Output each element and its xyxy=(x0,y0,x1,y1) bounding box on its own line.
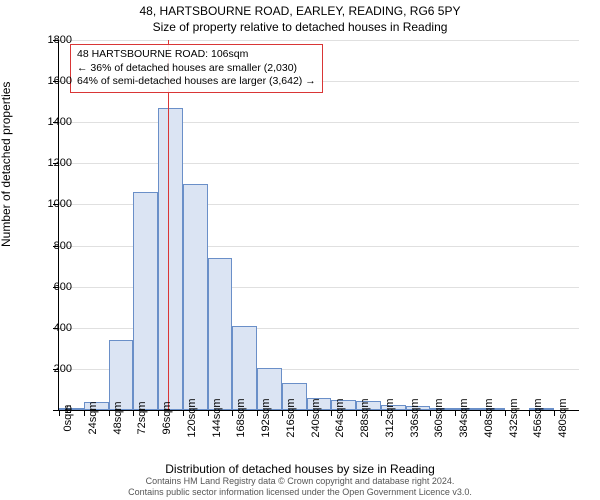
x-tick xyxy=(84,410,85,416)
annotation-box: 48 HARTSBOURNE ROAD: 106sqm← 36% of deta… xyxy=(70,44,323,93)
x-tick xyxy=(183,410,184,416)
x-tick-label: 432sqm xyxy=(508,398,520,437)
histogram-bar xyxy=(158,108,183,410)
x-tick-label: 264sqm xyxy=(334,398,346,437)
x-tick-label: 48sqm xyxy=(112,401,124,434)
histogram-bar xyxy=(183,184,208,410)
x-tick-label: 384sqm xyxy=(458,398,470,437)
y-tick-label: 1600 xyxy=(32,75,72,87)
y-axis-title: Number of detached properties xyxy=(0,207,13,247)
x-tick xyxy=(133,410,134,416)
x-tick-label: 456sqm xyxy=(532,398,544,437)
x-tick xyxy=(109,410,110,416)
histogram-bar xyxy=(109,340,134,410)
x-tick-label: 168sqm xyxy=(235,398,247,437)
x-tick xyxy=(554,410,555,416)
histogram-bar xyxy=(232,326,257,410)
x-tick-label: 0sqm xyxy=(62,405,74,432)
gridline xyxy=(59,163,579,164)
x-tick xyxy=(480,410,481,416)
x-tick-label: 336sqm xyxy=(409,398,421,437)
x-tick-label: 192sqm xyxy=(260,398,272,437)
annotation-line: 64% of semi-detached houses are larger (… xyxy=(77,75,316,89)
histogram-bar xyxy=(208,258,233,410)
footer-text: Contains HM Land Registry data © Crown c… xyxy=(0,476,600,498)
x-tick xyxy=(307,410,308,416)
x-tick-label: 120sqm xyxy=(186,398,198,437)
x-tick-label: 216sqm xyxy=(285,398,297,437)
x-tick-label: 96sqm xyxy=(161,401,173,434)
x-tick xyxy=(381,410,382,416)
page-title: 48, HARTSBOURNE ROAD, EARLEY, READING, R… xyxy=(0,0,600,18)
y-tick-label: 1400 xyxy=(32,116,72,128)
plot-area xyxy=(58,40,579,411)
annotation-line: ← 36% of detached houses are smaller (2,… xyxy=(77,62,316,76)
histogram-bar xyxy=(133,192,158,410)
y-tick-label: 800 xyxy=(32,240,72,252)
y-tick-label: 1800 xyxy=(32,34,72,46)
x-tick xyxy=(282,410,283,416)
y-tick-label: 200 xyxy=(32,363,72,375)
x-tick xyxy=(406,410,407,416)
footer-line2: Contains public sector information licen… xyxy=(0,487,600,498)
y-tick-label: 600 xyxy=(32,281,72,293)
x-tick xyxy=(430,410,431,416)
x-tick-label: 360sqm xyxy=(433,398,445,437)
marker-line xyxy=(168,40,169,410)
x-tick-label: 240sqm xyxy=(310,398,322,437)
footer-line1: Contains HM Land Registry data © Crown c… xyxy=(0,476,600,487)
x-tick xyxy=(529,410,530,416)
x-tick xyxy=(257,410,258,416)
page-subtitle: Size of property relative to detached ho… xyxy=(0,18,600,34)
x-tick xyxy=(505,410,506,416)
x-tick xyxy=(158,410,159,416)
annotation-line: 48 HARTSBOURNE ROAD: 106sqm xyxy=(77,48,316,62)
x-tick xyxy=(331,410,332,416)
x-tick xyxy=(232,410,233,416)
x-tick xyxy=(208,410,209,416)
x-axis-title: Distribution of detached houses by size … xyxy=(0,462,600,476)
x-tick-label: 480sqm xyxy=(557,398,569,437)
x-tick-label: 312sqm xyxy=(384,398,396,437)
x-tick xyxy=(455,410,456,416)
gridline xyxy=(59,40,579,41)
gridline xyxy=(59,122,579,123)
y-tick-label: 1200 xyxy=(32,157,72,169)
chart-area xyxy=(58,40,578,410)
x-tick-label: 144sqm xyxy=(211,398,223,437)
x-tick-label: 24sqm xyxy=(87,401,99,434)
chart-container: 48, HARTSBOURNE ROAD, EARLEY, READING, R… xyxy=(0,0,600,500)
x-tick xyxy=(356,410,357,416)
x-tick-label: 288sqm xyxy=(359,398,371,437)
x-tick-label: 408sqm xyxy=(483,398,495,437)
y-tick-label: 400 xyxy=(32,322,72,334)
x-tick-label: 72sqm xyxy=(136,401,148,434)
y-tick-label: 1000 xyxy=(32,198,72,210)
